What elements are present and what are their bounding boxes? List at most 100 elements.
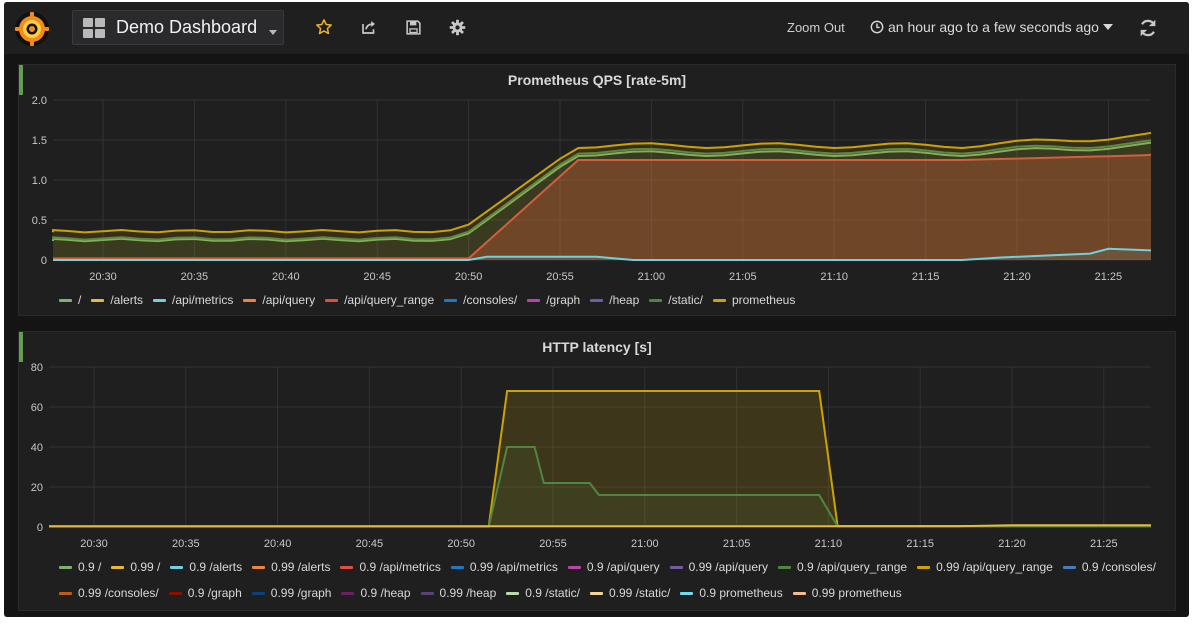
legend-item[interactable]: 0.9 /heap — [341, 580, 411, 606]
panel-title[interactable]: HTTP latency [s] — [542, 339, 652, 355]
legend-label: /api/query_range — [344, 293, 435, 307]
series-area — [53, 142, 1151, 260]
panel-http-latency[interactable]: HTTP latency [s] 0 20 40 60 80 20:30 20:35 20:4… — [18, 331, 1176, 611]
series-line[interactable] — [49, 524, 1151, 528]
legend-item[interactable]: 0.9 prometheus — [680, 580, 783, 606]
legend-item[interactable]: 0.99 /alerts — [252, 554, 330, 580]
series-line[interactable] — [49, 446, 1151, 528]
chart-legend: / /alerts/api/metrics/api/query/api/query… — [59, 287, 1169, 313]
legend-item[interactable]: 0.99 /api/query_range — [917, 554, 1053, 580]
x-tick-label: 20:40 — [264, 538, 292, 550]
legend-item[interactable]: /consoles/ — [444, 287, 517, 313]
qps-chart[interactable]: 0 0.5 1.0 1.5 2.0 20:30 20:35 20:40 20:45 20:50 20… — [19, 65, 1177, 317]
legend-item[interactable]: 0.9 /consoles/ — [1062, 554, 1156, 580]
y-tick-label: 80 — [31, 362, 43, 374]
x-tick-label: 21:05 — [723, 538, 751, 550]
latency-chart[interactable]: 0 20 40 60 80 20:30 20:35 20:40 20:45 20:50 20:55 2… — [19, 332, 1177, 612]
legend-label: 0.9 / — [78, 560, 102, 574]
legend-swatch — [420, 591, 434, 595]
legend-label: /static/ — [668, 293, 703, 307]
x-tick-label: 21:20 — [1003, 271, 1031, 283]
settings-button[interactable] — [446, 16, 468, 38]
legend-label: /graph — [546, 293, 581, 307]
legend-label: 0.9 /static/ — [525, 586, 580, 600]
legend-item[interactable]: 0.99 /graph — [251, 580, 331, 606]
legend-swatch — [506, 591, 520, 595]
legend-item[interactable]: 0.9 /api/metrics — [340, 554, 441, 580]
legend-swatch — [243, 298, 257, 302]
series-line[interactable] — [53, 153, 1152, 260]
caret-down-icon — [269, 30, 278, 35]
legend-item[interactable]: /api/metrics — [153, 287, 233, 313]
legend-swatch — [168, 591, 182, 595]
legend-item[interactable]: 0.9 /api/query_range — [778, 554, 907, 580]
share-icon — [362, 21, 375, 34]
legend-swatch — [590, 298, 604, 302]
legend-item[interactable]: / — [59, 287, 81, 313]
legend-swatch — [917, 565, 931, 569]
legend-item[interactable]: /api/query_range — [325, 287, 434, 313]
legend-item[interactable]: /api/query — [243, 287, 315, 313]
legend-item[interactable]: /static/ — [649, 287, 703, 313]
x-tick-label: 20:35 — [181, 271, 209, 283]
panel-title[interactable]: Prometheus QPS [rate-5m] — [507, 72, 687, 88]
legend-item[interactable]: 0.99 /api/query — [669, 554, 768, 580]
x-tick-label: 20:50 — [455, 271, 483, 283]
legend-swatch — [251, 591, 265, 595]
series-line[interactable] — [53, 247, 1152, 261]
legend-item[interactable]: 0.9 /api/query — [567, 554, 660, 580]
legend-item[interactable]: 0.99 /static/ — [589, 580, 671, 606]
time-range-picker[interactable]: an hour ago to a few seconds ago — [870, 19, 1113, 35]
legend-item[interactable]: 0.99 prometheus — [792, 580, 902, 606]
dashboard-picker-button[interactable]: Demo Dashboard — [72, 10, 284, 45]
legend-swatch — [91, 298, 105, 302]
legend-item[interactable]: 0.9 / — [59, 554, 101, 580]
series-line[interactable] — [52, 139, 1152, 241]
legend-item[interactable]: /alerts — [91, 287, 143, 313]
series-line[interactable] — [52, 131, 1152, 234]
legend-label: /alerts — [110, 293, 144, 307]
legend-item[interactable]: 0.99 / — [111, 554, 160, 580]
legend-swatch — [340, 565, 354, 569]
x-tick-label: 21:10 — [820, 271, 848, 283]
legend-item[interactable]: 0.9 /graph — [168, 580, 242, 606]
legend-item[interactable]: 0.99 /consoles/ — [59, 580, 159, 606]
legend-label: 0.99 prometheus — [811, 586, 902, 600]
legend-item[interactable]: /heap — [590, 287, 639, 313]
save-button[interactable] — [402, 16, 424, 38]
x-tick-label: 20:30 — [80, 538, 108, 550]
share-button[interactable] — [358, 16, 380, 38]
panel-prometheus-qps[interactable]: Prometheus QPS [rate-5m] 0 0.5 1.0 1.5 2.0 20… — [18, 64, 1176, 316]
star-button[interactable] — [313, 16, 335, 38]
time-range-label: an hour ago to a few seconds ago — [888, 19, 1099, 35]
legend-label: 0.99 /api/query_range — [936, 560, 1053, 574]
series-area — [53, 154, 1151, 260]
legend-item[interactable]: /graph — [527, 287, 580, 313]
grafana-window: Demo Dashboard — [4, 2, 1189, 617]
legend-swatch — [680, 591, 694, 595]
series-line[interactable] — [52, 141, 1152, 243]
x-tick-label: 21:20 — [998, 538, 1026, 550]
y-tick-label: 1.0 — [32, 175, 47, 187]
legend-label: 0.99 / — [130, 560, 161, 574]
legend-label: 0.99 /alerts — [271, 560, 331, 574]
x-tick-label: 20:55 — [539, 538, 567, 550]
legend-swatch — [649, 298, 663, 302]
legend-swatch — [170, 565, 184, 569]
legend-item[interactable]: prometheus — [712, 287, 795, 313]
legend-item[interactable]: 0.99 /heap — [420, 580, 496, 606]
refresh-icon[interactable] — [1137, 17, 1159, 39]
legend-item[interactable]: 0.9 /static/ — [506, 580, 580, 606]
caret-down-icon — [1102, 24, 1113, 30]
y-tick-label: 2.0 — [32, 95, 47, 107]
gear-icon — [449, 19, 465, 35]
x-tick-label: 20:30 — [89, 271, 117, 283]
zoom-out-button[interactable]: Zoom Out — [787, 20, 845, 35]
legend-item[interactable]: 0.9 /alerts — [170, 554, 242, 580]
legend-item[interactable]: 0.99 /api/metrics — [450, 554, 558, 580]
y-tick-label: 0 — [37, 522, 43, 534]
x-tick-label: 21:10 — [815, 538, 843, 550]
legend-label: 0.99 /static/ — [608, 586, 671, 600]
grafana-logo-icon[interactable] — [13, 10, 51, 48]
legend-label: 0.9 /heap — [360, 586, 411, 600]
